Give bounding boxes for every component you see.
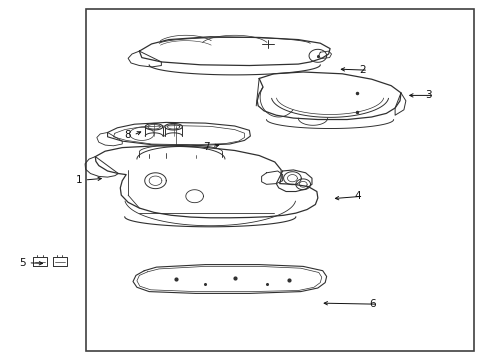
Text: 4: 4 bbox=[354, 191, 361, 201]
Text: 5: 5 bbox=[20, 258, 26, 268]
Text: 7: 7 bbox=[203, 142, 209, 152]
Text: 6: 6 bbox=[368, 299, 375, 309]
Text: 2: 2 bbox=[359, 65, 366, 75]
Text: 8: 8 bbox=[124, 130, 131, 140]
Text: 1: 1 bbox=[76, 175, 82, 185]
Bar bbox=[85, 9, 473, 351]
Text: 3: 3 bbox=[425, 90, 431, 100]
